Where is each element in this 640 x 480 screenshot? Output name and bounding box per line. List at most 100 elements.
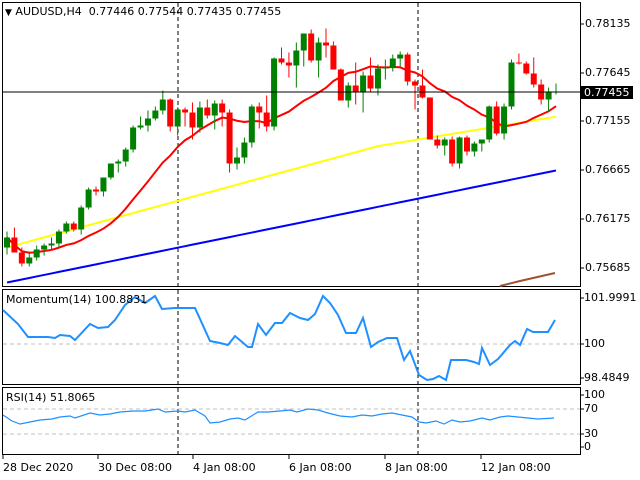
rsi-axis-label: 100 <box>584 388 605 401</box>
candle <box>471 141 478 157</box>
ma-fast-line <box>6 65 557 254</box>
candle <box>508 59 515 110</box>
candle <box>493 101 500 136</box>
candle <box>48 237 55 250</box>
candle <box>144 110 151 132</box>
rsi-line <box>2 408 555 425</box>
candle <box>523 61 530 75</box>
price-axis-label: 0.77645 <box>585 66 631 79</box>
candle <box>122 147 129 167</box>
candle <box>130 125 137 153</box>
candle <box>26 251 33 267</box>
candle <box>233 147 240 170</box>
candle <box>486 105 493 143</box>
candle <box>63 221 70 234</box>
candle <box>434 135 441 149</box>
main-pane[interactable] <box>3 3 584 455</box>
candle <box>263 95 270 132</box>
rsi-axis-label: 30 <box>584 427 598 440</box>
candle <box>241 137 248 164</box>
momentum-pane[interactable] <box>2 294 584 382</box>
candle <box>337 68 344 101</box>
candle <box>137 116 144 130</box>
ma-mid-line <box>6 115 557 249</box>
candle <box>300 33 307 67</box>
time-axis-label: 6 Jan 08:00 <box>289 461 352 474</box>
candle <box>397 51 404 67</box>
candle <box>11 227 18 253</box>
momentum-axis-label: 98.4849 <box>584 371 630 384</box>
candle <box>345 82 352 108</box>
header-bar: ▼ AUDUSD,H4 0.77446 0.77544 0.77435 0.77… <box>5 6 281 19</box>
candle <box>70 221 77 232</box>
candle <box>271 57 278 131</box>
candle <box>115 159 122 173</box>
candle <box>426 97 433 140</box>
candle <box>174 107 181 136</box>
candle <box>55 229 62 248</box>
candle <box>248 104 255 148</box>
ma-200-line <box>499 272 556 287</box>
candle <box>78 205 85 235</box>
symbol-label: AUDUSD,H4 <box>15 5 82 18</box>
candle <box>219 99 226 127</box>
candle <box>330 41 337 70</box>
ma-slow-line <box>6 169 557 284</box>
candle <box>4 231 10 255</box>
candle <box>41 243 48 256</box>
candle <box>404 52 411 86</box>
candle <box>323 28 330 58</box>
candle <box>352 62 359 105</box>
candle <box>226 109 233 173</box>
candle <box>167 98 174 132</box>
candle <box>382 59 389 80</box>
candle <box>33 245 40 261</box>
price-axis-label: 0.77155 <box>585 114 631 127</box>
candle <box>501 103 508 140</box>
candle <box>441 137 448 156</box>
momentum-pane-frame <box>2 289 581 385</box>
time-axis-label: 4 Jan 08:00 <box>193 461 256 474</box>
price-axis-label: 0.76665 <box>585 163 631 176</box>
candle <box>278 47 285 65</box>
candle <box>182 107 189 127</box>
candle <box>256 102 263 129</box>
momentum-axis-label: 100 <box>584 337 605 350</box>
candle <box>189 102 196 140</box>
ohlc-values: 0.77446 0.77544 0.77435 0.77455 <box>88 5 282 18</box>
candle <box>107 163 114 180</box>
chart-menu-triangle-icon[interactable]: ▼ <box>5 8 12 18</box>
candle <box>152 106 159 121</box>
candle <box>449 136 456 167</box>
momentum-line <box>2 294 556 382</box>
candle <box>100 177 107 197</box>
candle <box>196 101 203 133</box>
candle <box>285 52 292 78</box>
candle <box>530 57 537 88</box>
rsi-axis-label: 70 <box>584 402 598 415</box>
time-axis-label: 12 Jan 08:00 <box>481 461 551 474</box>
main-pane-frame <box>2 2 581 287</box>
candle <box>308 29 315 63</box>
candle <box>367 57 374 93</box>
candle <box>515 53 522 65</box>
candle <box>159 90 166 115</box>
momentum-axis-label: 101.9991 <box>584 291 637 304</box>
candle <box>374 64 381 96</box>
candle <box>456 136 463 169</box>
price-axis-label: 0.76175 <box>585 212 631 225</box>
rsi-title: RSI(14) 51.8065 <box>6 391 96 404</box>
candle <box>478 139 485 152</box>
candle <box>293 42 300 88</box>
candle <box>463 135 470 156</box>
candle <box>18 247 25 267</box>
candle <box>85 187 92 210</box>
price-axis-label: 0.75685 <box>585 261 631 274</box>
time-axis-label: 28 Dec 2020 <box>3 461 74 474</box>
candle <box>93 186 100 196</box>
current-price-tag: 0.77455 <box>581 86 633 99</box>
rsi-pane[interactable] <box>2 394 584 459</box>
time-axis-label: 8 Jan 08:00 <box>385 461 448 474</box>
candle <box>389 54 396 72</box>
